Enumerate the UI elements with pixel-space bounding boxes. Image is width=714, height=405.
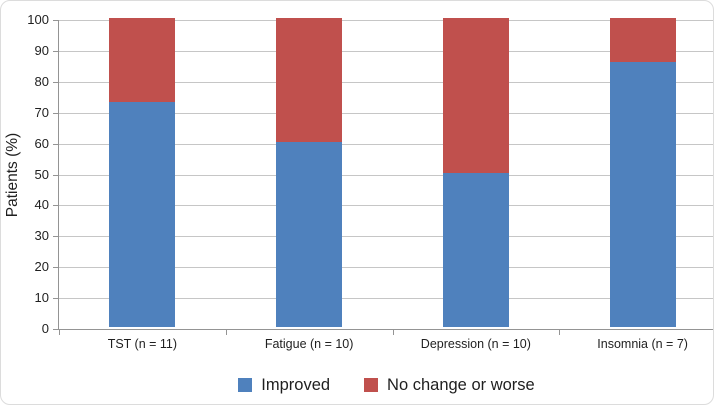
legend-label-no-change: No change or worse: [387, 375, 535, 394]
gridline: [59, 267, 713, 269]
gridline: [59, 174, 713, 176]
y-axis-title: Patients (%): [4, 132, 21, 218]
legend-label-improved: Improved: [261, 375, 331, 394]
y-axis-tick: [53, 174, 59, 176]
y-tick-label: 70: [34, 104, 49, 120]
gridline: [59, 50, 713, 52]
y-tick-label: 20: [34, 259, 49, 275]
y-tick-label: 0: [41, 321, 49, 336]
x-tick-label: Depression (n = 10): [420, 337, 531, 351]
y-axis-tick: [53, 267, 59, 269]
y-axis-tick: [53, 143, 59, 145]
y-tick-label: 30: [34, 228, 49, 244]
bar-insomnia: [609, 18, 676, 327]
x-axis-tick: [59, 330, 60, 335]
y-tick-label: 100: [27, 12, 49, 27]
gridline: [59, 236, 713, 238]
gridline: [59, 112, 713, 114]
plot-area: [59, 20, 713, 329]
x-tick-label: TST (n = 11): [107, 337, 178, 351]
y-tick-label: 90: [34, 42, 49, 58]
legend-swatch-no-change-icon: [364, 378, 379, 392]
y-tick-label: 40: [34, 197, 49, 213]
x-axis-tick: [225, 330, 227, 335]
y-axis-tick: [53, 112, 59, 114]
bar-segment-no-change-or-worse: [109, 18, 176, 103]
bar-segment-no-change-or-worse: [276, 18, 343, 142]
gridline: [59, 298, 713, 300]
x-axis-line: [59, 329, 713, 330]
y-axis-tick: [53, 50, 59, 52]
x-axis-tick: [559, 330, 561, 335]
y-axis-tick: [53, 81, 59, 83]
x-tick-label: Insomnia (n = 7): [597, 337, 688, 351]
legend-item-improved: Improved: [238, 376, 330, 395]
bar-segment-improved: [609, 62, 676, 327]
bar-fatigue: [276, 18, 343, 327]
gridline: [59, 205, 713, 207]
y-axis-tick: [53, 236, 59, 238]
y-tick-label: 10: [34, 290, 49, 306]
y-tick-label: 60: [34, 135, 49, 151]
gridline: [59, 143, 713, 145]
y-axis-tick: [53, 298, 59, 300]
gridline: [59, 20, 713, 21]
y-axis-tick: [53, 20, 59, 21]
y-axis-tick: [53, 205, 59, 207]
legend: Improved No change or worse: [59, 371, 713, 399]
bar-segment-improved: [276, 141, 343, 327]
x-tick-label: Fatigue (n = 10): [264, 337, 354, 351]
bar-segment-no-change-or-worse: [609, 18, 676, 63]
y-tick-label: 50: [34, 166, 49, 182]
bar-tst: [109, 18, 176, 327]
legend-item-no-change: No change or worse: [364, 376, 535, 395]
bar-segment-no-change-or-worse: [442, 18, 509, 173]
bar-depression: [442, 18, 509, 327]
y-axis-line: [58, 20, 59, 330]
x-axis-tick: [392, 330, 394, 335]
bar-segment-improved: [109, 102, 176, 327]
y-axis-tick: [53, 329, 59, 330]
y-tick-label: 80: [34, 73, 49, 89]
bar-segment-improved: [442, 172, 509, 327]
gridline: [59, 81, 713, 83]
legend-swatch-improved-icon: [238, 378, 253, 392]
